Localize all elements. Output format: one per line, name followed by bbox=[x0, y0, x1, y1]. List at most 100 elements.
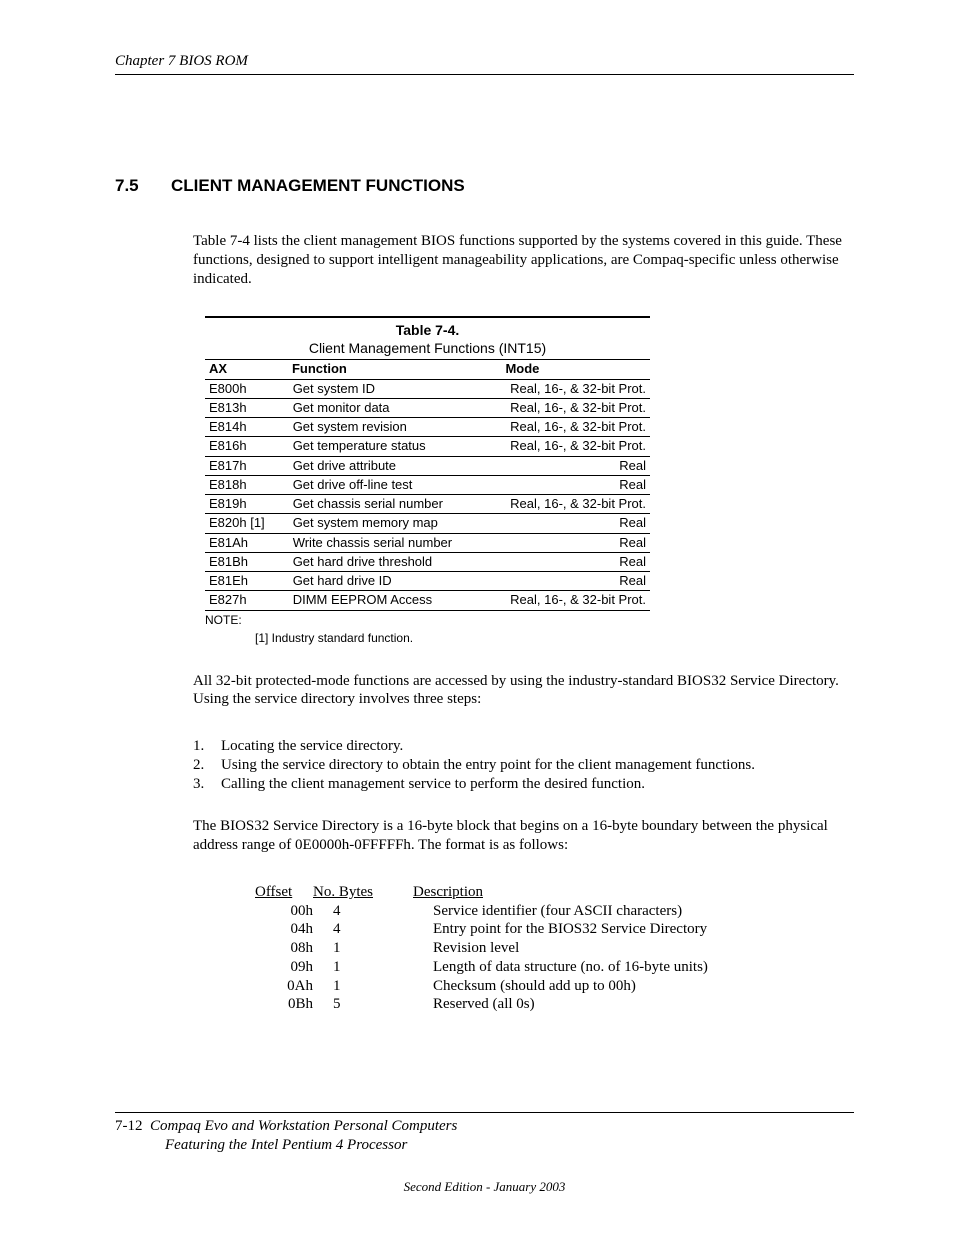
list-text: Calling the client management service to… bbox=[221, 775, 645, 794]
table-row: E81AhWrite chassis serial numberReal bbox=[205, 534, 650, 553]
col-description: Description bbox=[413, 883, 854, 902]
cell-offset: 0Ah bbox=[255, 977, 325, 996]
table-row: E813hGet monitor dataReal, 16-, & 32-bit… bbox=[205, 399, 650, 418]
footer-title-1: Compaq Evo and Workstation Personal Comp… bbox=[150, 1118, 457, 1134]
offset-table-header: Offset No. Bytes Description bbox=[255, 883, 854, 902]
cell-offset: 08h bbox=[255, 939, 325, 958]
cell-mode: Real bbox=[500, 553, 650, 571]
cell-mode: Real, 16-, & 32-bit Prot. bbox=[500, 495, 650, 513]
cell-description: Length of data structure (no. of 16-byte… bbox=[433, 958, 854, 977]
cell-function: Get chassis serial number bbox=[289, 495, 500, 513]
cell-bytes: 1 bbox=[325, 939, 433, 958]
list-text: Using the service directory to obtain th… bbox=[221, 756, 755, 775]
cell-ax: E818h bbox=[205, 476, 289, 494]
footer-edition: Second Edition - January 2003 bbox=[115, 1179, 854, 1195]
cell-ax: E81Eh bbox=[205, 572, 289, 590]
cell-offset: 09h bbox=[255, 958, 325, 977]
cell-mode: Real bbox=[500, 476, 650, 494]
list-item: 2. Using the service directory to obtain … bbox=[193, 756, 854, 775]
col-offset: Offset bbox=[255, 883, 313, 902]
cell-function: Get monitor data bbox=[289, 399, 500, 417]
cell-mode: Real, 16-, & 32-bit Prot. bbox=[500, 399, 650, 417]
table-row: E800hGet system IDReal, 16-, & 32-bit Pr… bbox=[205, 380, 650, 399]
table-row: E820h [1]Get system memory mapReal bbox=[205, 514, 650, 533]
paragraph-2: All 32-bit protected-mode functions are … bbox=[193, 672, 854, 710]
table-row: E819hGet chassis serial numberReal, 16-,… bbox=[205, 495, 650, 514]
footer-title-2: Featuring the Intel Pentium 4 Processor bbox=[165, 1136, 854, 1155]
list-item: 3.Calling the client management service … bbox=[193, 775, 854, 794]
cell-ax: E816h bbox=[205, 437, 289, 455]
offset-table: Offset No. Bytes Description 00h4Service… bbox=[255, 883, 854, 1014]
cell-description: Entry point for the BIOS32 Service Direc… bbox=[433, 920, 854, 939]
cell-offset: 04h bbox=[255, 920, 325, 939]
offset-row: 0Bh5Reserved (all 0s) bbox=[255, 995, 854, 1014]
list-number: 1. bbox=[193, 737, 211, 756]
cell-description: Revision level bbox=[433, 939, 854, 958]
cell-function: DIMM EEPROM Access bbox=[289, 591, 500, 609]
col-no-bytes: No. Bytes bbox=[313, 883, 413, 902]
table-caption-title: Client Management Functions (INT15) bbox=[205, 340, 650, 360]
cell-function: Write chassis serial number bbox=[289, 534, 500, 552]
page-number: 7-12 bbox=[115, 1118, 143, 1134]
table-row: E816hGet temperature statusReal, 16-, & … bbox=[205, 437, 650, 456]
steps-list: 1. Locating the service directory. 2. Using… bbox=[193, 737, 854, 793]
cell-ax: E827h bbox=[205, 591, 289, 609]
table-caption-number: Table 7-4. bbox=[205, 318, 650, 340]
cell-mode: Real, 16-, & 32-bit Prot. bbox=[500, 380, 650, 398]
cell-ax: E814h bbox=[205, 418, 289, 436]
cell-function: Get drive off-line test bbox=[289, 476, 500, 494]
col-function: Function bbox=[288, 360, 497, 378]
cell-ax: E819h bbox=[205, 495, 289, 513]
note-text: [1] Industry standard function. bbox=[255, 631, 854, 646]
cell-bytes: 5 bbox=[325, 995, 433, 1014]
offset-row: 08h1Revision level bbox=[255, 939, 854, 958]
table-row: E817hGet drive attributeReal bbox=[205, 457, 650, 476]
offset-row: 09h1Length of data structure (no. of 16-… bbox=[255, 958, 854, 977]
note-label: NOTE: bbox=[205, 613, 854, 628]
cell-function: Get hard drive threshold bbox=[289, 553, 500, 571]
cell-mode: Real bbox=[500, 457, 650, 475]
offset-row: 04h4Entry point for the BIOS32 Service D… bbox=[255, 920, 854, 939]
cell-bytes: 4 bbox=[325, 902, 433, 921]
cell-description: Service identifier (four ASCII character… bbox=[433, 902, 854, 921]
cell-bytes: 4 bbox=[325, 920, 433, 939]
section-heading: 7.5 CLIENT MANAGEMENT FUNCTIONS bbox=[115, 175, 854, 196]
table-header-row: AX Function Mode bbox=[205, 359, 650, 379]
cell-function: Get drive attribute bbox=[289, 457, 500, 475]
cell-mode: Real bbox=[500, 572, 650, 590]
offset-row: 0Ah1Checksum (should add up to 00h) bbox=[255, 977, 854, 996]
cell-function: Get system memory map bbox=[289, 514, 500, 532]
cell-mode: Real, 16-, & 32-bit Prot. bbox=[500, 591, 650, 609]
cell-function: Get hard drive ID bbox=[289, 572, 500, 590]
col-mode: Mode bbox=[497, 360, 650, 378]
offset-row: 00h4Service identifier (four ASCII chara… bbox=[255, 902, 854, 921]
cell-function: Get system ID bbox=[289, 380, 500, 398]
intro-paragraph: Table 7-4 lists the client management BI… bbox=[193, 232, 854, 288]
cell-function: Get system revision bbox=[289, 418, 500, 436]
cell-ax: E813h bbox=[205, 399, 289, 417]
cell-bytes: 1 bbox=[325, 958, 433, 977]
table-row: E827hDIMM EEPROM AccessReal, 16-, & 32-b… bbox=[205, 591, 650, 610]
list-number: 2. bbox=[193, 756, 211, 775]
cell-mode: Real, 16-, & 32-bit Prot. bbox=[500, 437, 650, 455]
table-7-4: Table 7-4. Client Management Functions (… bbox=[205, 316, 650, 610]
col-ax: AX bbox=[205, 360, 288, 378]
cell-offset: 0Bh bbox=[255, 995, 325, 1014]
section-number: 7.5 bbox=[115, 175, 153, 196]
cell-offset: 00h bbox=[255, 902, 325, 921]
cell-function: Get temperature status bbox=[289, 437, 500, 455]
cell-mode: Real bbox=[500, 514, 650, 532]
page-footer: 7-12 Compaq Evo and Workstation Personal… bbox=[115, 1112, 854, 1195]
cell-ax: E820h [1] bbox=[205, 514, 289, 532]
list-text: Locating the service directory. bbox=[221, 737, 403, 756]
cell-mode: Real bbox=[500, 534, 650, 552]
cell-mode: Real, 16-, & 32-bit Prot. bbox=[500, 418, 650, 436]
page-header: Chapter 7 BIOS ROM bbox=[115, 52, 854, 75]
list-item: 1. Locating the service directory. bbox=[193, 737, 854, 756]
cell-ax: E800h bbox=[205, 380, 289, 398]
cell-description: Reserved (all 0s) bbox=[433, 995, 854, 1014]
cell-bytes: 1 bbox=[325, 977, 433, 996]
paragraph-3: The BIOS32 Service Directory is a 16-byt… bbox=[193, 817, 854, 855]
cell-ax: E817h bbox=[205, 457, 289, 475]
table-row: E81BhGet hard drive thresholdReal bbox=[205, 553, 650, 572]
